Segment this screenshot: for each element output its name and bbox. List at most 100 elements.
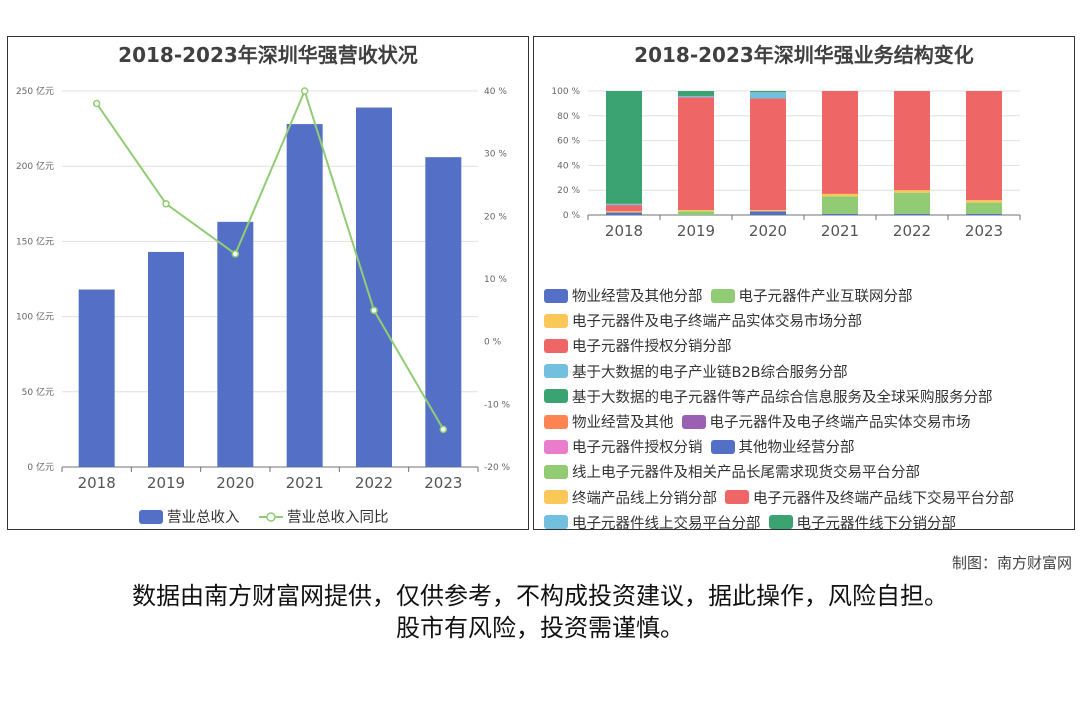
structure-bar-segment (822, 213, 858, 215)
structure-bar-segment (894, 192, 930, 214)
y-axis-tick-label: 80 % (557, 112, 580, 122)
legend-item: 电子元器件授权分销分部 (544, 335, 732, 356)
x-axis-tick-label: 2021 (821, 222, 859, 240)
legend-label: 电子元器件及电子终端产品实体交易市场 (709, 415, 971, 432)
legend-label: 物业经营及其他 (572, 415, 674, 432)
legend-label: 电子元器件授权分销 (572, 440, 703, 457)
legend-item: 电子元器件线下分销分部 (768, 512, 957, 533)
legend-label: 电子元器件授权分销分部 (572, 339, 732, 356)
structure-bar-segment (966, 200, 1002, 203)
legend-item: 线上电子元器件及相关产品长尾需求现货交易平台分部 (544, 461, 920, 482)
revenue-bar (217, 221, 254, 467)
legend-swatch (544, 338, 568, 353)
legend-revenue-swatch (139, 510, 163, 524)
revenue-bar (78, 289, 115, 467)
structure-bar-segment (894, 91, 930, 191)
legend-item: 电子元器件及电子终端产品实体交易市场分部 (544, 310, 862, 331)
y-axis-tick-label: 0 % (563, 211, 581, 221)
structure-bar-segment (822, 196, 858, 214)
x-axis-tick-label: 2019 (147, 474, 185, 492)
legend-swatch (544, 313, 568, 328)
legend-label: 电子元器件产业互联网分部 (738, 289, 913, 306)
y-axis-tick-label: 20 % (557, 186, 580, 196)
legend-swatch (725, 490, 749, 505)
structure-bar-segment (606, 205, 642, 212)
disclaimer: 数据由南方财富网提供，仅供参考，不构成投资建议，据此操作，风险自担。 股市有风险… (0, 580, 1080, 644)
legend-swatch (544, 364, 568, 379)
legend-item: 电子元器件及电子终端产品实体交易市场 (681, 411, 971, 432)
legend-revenue-label: 营业总收入 (167, 509, 240, 526)
legend-item: 电子元器件授权分销 (544, 436, 703, 457)
revenue-bar (286, 124, 323, 467)
right-axis-tick-label: 0 % (484, 338, 502, 348)
structure-bar-segment (750, 98, 786, 211)
legend-swatch (544, 515, 568, 530)
y-axis-tick-label: 100 % (551, 87, 580, 97)
legend-swatch (681, 414, 706, 429)
left-axis-tick-label: 250 亿元 (16, 85, 54, 97)
legend-item: 电子元器件线上交易平台分部 (544, 512, 761, 533)
left-axis-tick-label: 150 亿元 (16, 235, 54, 247)
legend-item: 电子元器件产业互联网分部 (710, 285, 913, 306)
structure-bar-segment (966, 202, 1002, 214)
legend-label: 电子元器件线上交易平台分部 (572, 515, 761, 532)
legend-row: 基于大数据的电子元器件等产品综合信息服务及全球采购服务分部 (544, 384, 1070, 409)
structure-bar-segment (966, 91, 1002, 201)
y-axis-tick-label: 60 % (557, 137, 580, 147)
x-axis-tick-label: 2022 (893, 222, 931, 240)
legend-item: 物业经营及其他分部 (544, 285, 703, 306)
chart-credit: 制图：南方财富网 (951, 554, 1072, 572)
revenue-chart-panel: 2018-2023年深圳华强营收状况 0 亿元 50 亿元 100 亿元 150 亿元… (7, 36, 529, 530)
legend-yoy-label: 营业总收入同比 (287, 509, 389, 526)
x-axis-tick-label: 2018 (78, 474, 116, 492)
legend-item: 物业经营及其他 (544, 411, 674, 432)
structure-bar-segment (894, 190, 930, 193)
structure-bar-segment (750, 91, 786, 93)
legend-label: 基于大数据的电子产业链B2B综合服务分部 (572, 364, 848, 381)
legend-swatch (544, 414, 568, 429)
structure-bar-segment (966, 213, 1002, 215)
legend-row: 电子元器件授权分销 其他物业经营分部 (544, 434, 1070, 459)
legend-item: 终端产品线上分销分部 (544, 487, 717, 508)
x-axis-tick-label: 2023 (965, 222, 1003, 240)
legend-label: 电子元器件及终端产品线下交易平台分部 (753, 490, 1014, 507)
structure-bar-segment (750, 92, 786, 99)
x-axis-tick-label: 2018 (605, 222, 643, 240)
left-axis-tick-label: 50 亿元 (22, 386, 54, 398)
legend-swatch (710, 288, 735, 303)
x-axis-tick-label: 2021 (286, 474, 324, 492)
legend-item: 基于大数据的电子元器件等产品综合信息服务及全球采购服务分部 (544, 386, 993, 407)
yoy-point (162, 200, 170, 208)
legend-swatch (544, 389, 568, 404)
revenue-chart-title: 2018-2023年深圳华强营收状况 (118, 43, 418, 67)
yoy-point (231, 250, 240, 258)
legend-row: 物业经营及其他分部 电子元器件产业互联网分部 (544, 283, 1070, 308)
legend-item: 电子元器件及终端产品线下交易平台分部 (725, 487, 1014, 508)
structure-bar-segment (606, 211, 642, 213)
x-axis-tick-label: 2023 (424, 474, 462, 492)
legend-label: 其他物业经营分部 (738, 440, 855, 457)
legend-label: 物业经营及其他分部 (572, 289, 703, 306)
disclaimer-line-2: 股市有风险，投资需谨慎。 (396, 614, 684, 642)
left-axis-tick-label: 100 亿元 (16, 311, 54, 323)
yoy-point (92, 99, 101, 108)
legend-swatch (710, 439, 735, 454)
structure-bar-segment (606, 203, 642, 206)
structure-bar-segment (822, 91, 858, 194)
revenue-chart-svg: 0 亿元 50 亿元 100 亿元 150 亿元 200 亿元 250 亿元 -20 % -1… (16, 85, 511, 526)
legend-label: 电子元器件线下分销分部 (796, 515, 957, 532)
x-axis-tick-label: 2020 (749, 222, 787, 240)
yoy-point (370, 306, 378, 315)
x-axis-tick-label: 2019 (677, 222, 715, 240)
legend-row: 线上电子元器件及相关产品长尾需求现货交易平台分部 (544, 459, 1070, 484)
structure-bar-segment (678, 91, 714, 96)
legend-swatch (768, 515, 793, 530)
x-axis-tick-label: 2022 (355, 474, 393, 492)
left-axis-tick-label: 0 亿元 (27, 461, 54, 473)
structure-chart-title: 2018-2023年深圳华强业务结构变化 (634, 43, 974, 67)
right-axis-tick-label: 30 % (484, 150, 507, 160)
revenue-bar (356, 107, 392, 467)
disclaimer-line-1: 数据由南方财富网提供，仅供参考，不构成投资建议，据此操作，风险自担。 (132, 582, 948, 610)
structure-bar-segment (678, 210, 714, 212)
right-axis-tick-label: 20 % (484, 212, 507, 222)
